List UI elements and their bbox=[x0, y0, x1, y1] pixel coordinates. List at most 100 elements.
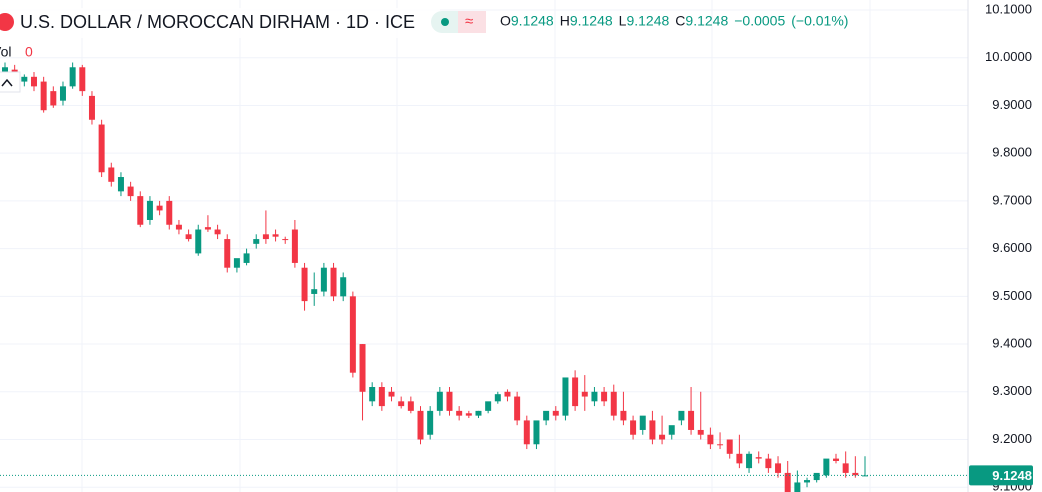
candle-body bbox=[262, 234, 269, 240]
candle-body bbox=[678, 410, 685, 421]
candle-body bbox=[552, 410, 559, 416]
candle-body bbox=[475, 410, 482, 416]
candle-body bbox=[436, 391, 443, 411]
candle-body bbox=[717, 444, 724, 446]
candle-body bbox=[794, 482, 801, 492]
candle-body bbox=[88, 95, 95, 120]
header-backdrop bbox=[0, 8, 440, 38]
candle-body bbox=[697, 429, 704, 435]
candle-body bbox=[272, 234, 279, 237]
candle-body bbox=[349, 296, 356, 373]
candle-body bbox=[301, 267, 308, 302]
candle-body bbox=[591, 391, 598, 402]
candle-body bbox=[707, 434, 714, 445]
candle-body bbox=[243, 253, 250, 263]
candle-body bbox=[291, 229, 298, 263]
candle-body bbox=[852, 472, 859, 476]
candle-body bbox=[465, 413, 472, 416]
symbol-icon bbox=[0, 13, 14, 31]
candle-body bbox=[862, 475, 868, 477]
header: U.S. DOLLAR / MOROCCAN DIRHAM · 1D · ICE… bbox=[0, 8, 486, 38]
candle-body bbox=[117, 177, 124, 192]
ohlc-value: 9.1248 bbox=[570, 13, 613, 29]
candle-body bbox=[784, 472, 791, 492]
candle-body bbox=[417, 410, 424, 440]
candle-body bbox=[21, 76, 28, 82]
candle-body bbox=[639, 415, 646, 430]
candle-body bbox=[340, 277, 347, 297]
y-tick-label: 9.9000 bbox=[992, 97, 1032, 112]
y-tick-label: 10.1000 bbox=[985, 1, 1032, 16]
status-badge-part bbox=[458, 11, 486, 33]
candle-body bbox=[253, 239, 260, 244]
candle-body bbox=[813, 472, 820, 481]
candle-body bbox=[204, 227, 211, 230]
candle-body bbox=[494, 394, 501, 402]
candle-body bbox=[504, 391, 511, 397]
ohlc-key-label: H bbox=[560, 13, 570, 29]
candle-body bbox=[330, 267, 337, 297]
candle-body bbox=[108, 167, 115, 182]
candle-body bbox=[581, 391, 588, 397]
candle-body bbox=[649, 420, 656, 440]
candle-body bbox=[98, 124, 105, 173]
candle-body bbox=[572, 377, 579, 407]
y-tick-label: 9.4000 bbox=[992, 335, 1032, 350]
last-price-tag bbox=[969, 465, 1033, 486]
candle-body bbox=[823, 458, 830, 476]
symbol-title: U.S. DOLLAR / MOROCCAN DIRHAM · 1D · ICE bbox=[20, 12, 415, 32]
delay-icon: ≈ bbox=[465, 13, 473, 30]
candle-body bbox=[233, 258, 240, 268]
candle-body bbox=[69, 67, 76, 87]
candle-body bbox=[50, 91, 57, 106]
collapse-button[interactable] bbox=[0, 71, 21, 93]
candle-body bbox=[137, 196, 144, 225]
candle-body bbox=[446, 391, 453, 411]
candle-body bbox=[156, 205, 163, 211]
collapse-caret bbox=[1, 78, 13, 87]
candle-body bbox=[398, 401, 405, 407]
ohlc-value: 9.1248 bbox=[685, 13, 728, 29]
candle-body bbox=[166, 200, 173, 225]
y-tick-label: 10.0000 bbox=[985, 49, 1032, 64]
ohlc-value: 9.1248 bbox=[626, 13, 669, 29]
ohlc-value: 9.1248 bbox=[511, 13, 554, 29]
candle-body bbox=[224, 239, 231, 268]
candle-body bbox=[320, 267, 327, 292]
candle-body bbox=[610, 391, 617, 416]
change-percent: (−0.01%) bbox=[791, 13, 848, 29]
candle-body bbox=[127, 186, 134, 197]
candle-body bbox=[282, 239, 289, 241]
candle-body bbox=[804, 480, 811, 483]
candle-body bbox=[59, 86, 66, 101]
candle-body bbox=[736, 453, 743, 464]
volume-value: 0 bbox=[25, 44, 33, 60]
y-tick-label: 9.6000 bbox=[992, 240, 1032, 255]
candle-body bbox=[601, 391, 608, 402]
last-price-label: 9.1248 bbox=[992, 468, 1032, 483]
y-tick-label: 9.5000 bbox=[992, 288, 1032, 303]
candle-body bbox=[311, 289, 318, 294]
candle-body bbox=[775, 463, 782, 473]
candle-body bbox=[533, 420, 540, 445]
candle-body bbox=[620, 410, 627, 421]
candle-body bbox=[79, 67, 86, 92]
candle-body bbox=[842, 463, 849, 473]
candle-body bbox=[359, 344, 366, 392]
market-status-dot bbox=[441, 18, 449, 26]
candle-body bbox=[630, 420, 637, 435]
candle-body bbox=[427, 410, 434, 435]
candle-body bbox=[523, 420, 530, 445]
candle-body bbox=[514, 396, 521, 421]
time-grid bbox=[81, 0, 871, 492]
y-tick-label: 9.2000 bbox=[992, 431, 1032, 446]
candle-body bbox=[456, 410, 463, 416]
change-value: −0.0005 bbox=[734, 13, 785, 29]
candle-body bbox=[175, 224, 182, 230]
candle-body bbox=[2, 67, 8, 75]
candle-body bbox=[369, 387, 376, 402]
candle-body bbox=[378, 387, 385, 407]
